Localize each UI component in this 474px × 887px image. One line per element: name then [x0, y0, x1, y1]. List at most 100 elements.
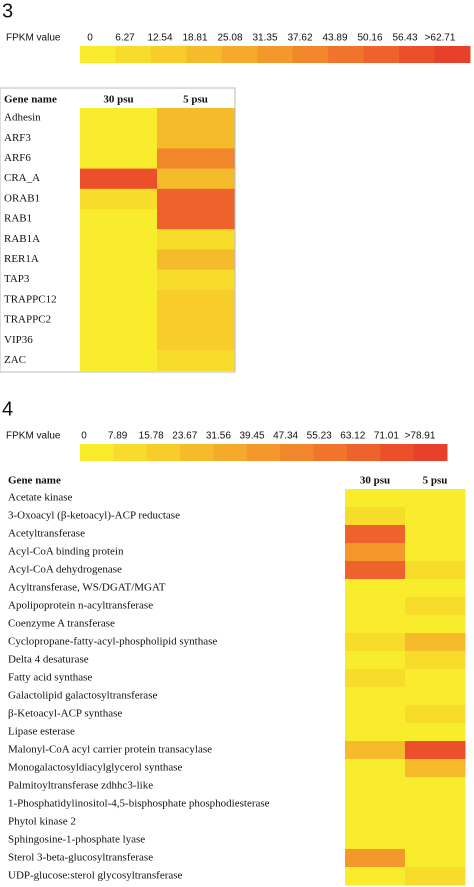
legend-swatch [399, 46, 436, 63]
heat-cell [345, 561, 406, 580]
legend-tick-label: 37.62 [287, 33, 312, 44]
heat-cell [157, 330, 235, 351]
legend-swatch [363, 46, 400, 63]
legend-tick-label: 6.27 [115, 33, 135, 44]
gene-name: ORAB1 [4, 192, 40, 204]
legend-title: FPKM value [6, 431, 61, 442]
gene-name: RAB1A [4, 233, 40, 245]
gene-name: ARF3 [4, 132, 31, 144]
panel-label: 3 [2, 0, 13, 22]
legend-tick-label: 55.23 [307, 431, 332, 442]
heat-cell [80, 108, 158, 129]
gene-name: Palmitoyltransferase zdhhc3-like [8, 780, 153, 792]
heat-cell [405, 687, 466, 706]
legend-swatch [434, 46, 471, 63]
heat-cell [405, 777, 466, 796]
heat-cell [405, 489, 466, 508]
heat-cell [157, 128, 235, 149]
heat-cell [345, 615, 406, 634]
gene-name: Acyl-CoA dehydrogenase [8, 564, 122, 576]
heat-cell [405, 543, 466, 562]
heat-cell [345, 867, 406, 886]
legend-tick-label: 50.16 [357, 33, 382, 44]
heat-cell [157, 289, 235, 311]
row-header: Gene name [8, 475, 61, 487]
gene-name: UDP-glucose:sterol glycosyltransferase [8, 870, 183, 882]
gene-name: VIP36 [4, 334, 33, 346]
heat-cell [405, 597, 466, 616]
heat-cell [405, 867, 466, 886]
legend-swatch [180, 444, 214, 461]
gene-name: Acyltransferase, WS/DGAT/MGAT [8, 582, 166, 594]
legend-swatch [380, 444, 415, 461]
heat-cell [157, 249, 235, 271]
heat-cell [157, 108, 235, 129]
heat-cell [345, 849, 406, 868]
legend-tick-label: 39.45 [239, 431, 264, 442]
legend-swatch [146, 444, 181, 461]
heat-cell [405, 723, 466, 742]
heat-cell [405, 813, 466, 832]
gene-name: ZAC [4, 354, 26, 366]
heat-cell [80, 249, 158, 271]
heat-cell [80, 269, 158, 291]
column-header: 30 psu [360, 475, 390, 487]
gene-name: Monogalactosyldiacylglycerol synthase [8, 762, 183, 774]
panel-label: 4 [2, 398, 13, 420]
gene-name: Galactolipid galactosyltransferase [8, 690, 157, 702]
heat-cell [345, 831, 406, 850]
heat-cell [345, 723, 406, 742]
heat-cell [80, 148, 158, 170]
legend-swatch [115, 46, 152, 63]
heat-cell [80, 330, 158, 351]
legend-tick-label: 31.35 [252, 33, 277, 44]
legend-tick-label: 7.89 [108, 431, 128, 442]
legend-tick-label: 63.12 [340, 431, 365, 442]
heat-cell [157, 209, 235, 230]
gene-name: Fatty acid synthase [8, 672, 92, 684]
heat-cell [157, 148, 235, 170]
gene-name: Acetyltransferase [8, 528, 85, 540]
heat-cell [345, 759, 406, 778]
column-header: 5 psu [423, 475, 448, 487]
legend-tick-label: 71.01 [374, 431, 399, 442]
heat-cell [80, 350, 158, 372]
heat-cell [405, 795, 466, 814]
gene-name: Coenzyme A transferase [8, 618, 115, 630]
heat-cell [80, 229, 158, 250]
legend-tick-label: 0 [81, 431, 87, 442]
legend-tick-label: 56.43 [392, 33, 417, 44]
legend-swatch [313, 444, 348, 461]
legend-tick-label: >62.71 [425, 33, 456, 44]
heat-cell [345, 795, 406, 814]
legend-swatch [292, 46, 329, 63]
heat-cell [345, 579, 406, 598]
heat-cell [345, 651, 406, 670]
gene-name: 3-Oxoacyl (β-ketoacyl)-ACP reductase [8, 510, 180, 522]
legend-swatch [346, 444, 381, 461]
heat-cell [405, 525, 466, 544]
gene-name: β-Ketoacyl-ACP synthase [8, 708, 122, 720]
table-frame [0, 87, 236, 373]
legend-tick-label: 15.78 [139, 431, 164, 442]
legend-tick-label: 31.56 [206, 431, 231, 442]
column-header: 5 psu [183, 94, 208, 106]
heat-cell [405, 705, 466, 724]
heat-cell [345, 687, 406, 706]
legend-swatch [413, 444, 448, 461]
heat-cell [345, 597, 406, 616]
gene-name: Sterol 3-beta-glucosyltransferase [8, 852, 153, 864]
heat-cell [80, 128, 158, 149]
heat-cell [345, 633, 406, 652]
gene-name: TAP3 [4, 273, 30, 285]
heat-cell [157, 350, 235, 372]
gene-name: Apolipoprotein n-acyltransferase [8, 600, 153, 612]
heat-cell [405, 759, 466, 778]
legend-swatch [186, 46, 223, 63]
heat-cell [405, 669, 466, 688]
heat-cell [80, 289, 158, 311]
gene-name: RAB1 [4, 213, 32, 225]
heat-cell [405, 507, 466, 526]
legend-swatch [80, 444, 114, 461]
